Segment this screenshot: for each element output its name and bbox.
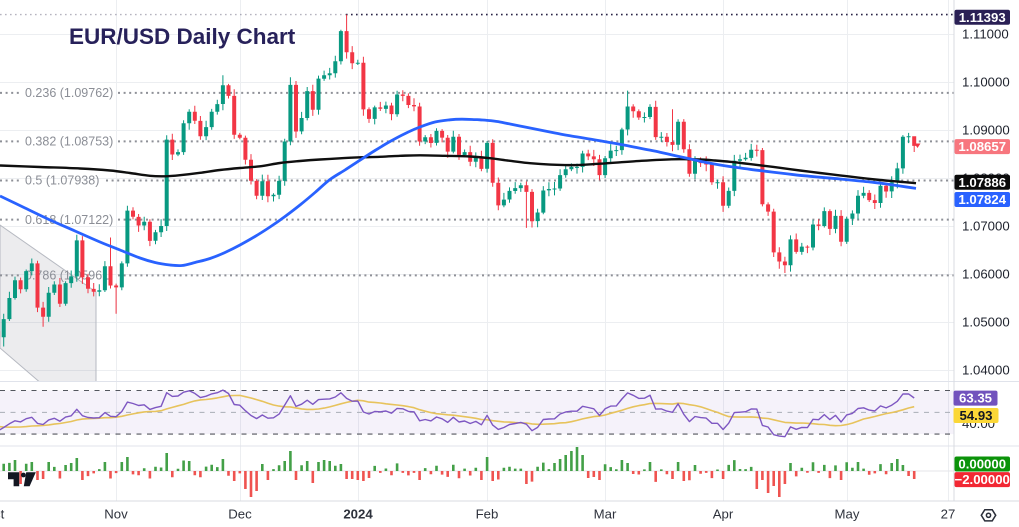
- svg-text:2024: 2024: [343, 507, 373, 522]
- svg-text:1.08657: 1.08657: [958, 139, 1006, 154]
- svg-text:1.11393: 1.11393: [959, 10, 1006, 25]
- svg-text:1.07824: 1.07824: [958, 192, 1006, 207]
- svg-text:1.07886: 1.07886: [958, 175, 1006, 190]
- svg-text:1.05000: 1.05000: [962, 314, 1010, 329]
- svg-text:0.00000: 0.00000: [958, 457, 1006, 472]
- svg-text:Dec: Dec: [228, 507, 252, 522]
- svg-text:Apr: Apr: [713, 507, 734, 522]
- svg-text:0.618 (1.07122): 0.618 (1.07122): [25, 213, 113, 227]
- svg-text:Feb: Feb: [476, 507, 499, 522]
- svg-text:63.35: 63.35: [959, 391, 992, 406]
- svg-text:0.5 (1.07938): 0.5 (1.07938): [25, 174, 99, 188]
- svg-text:1.06000: 1.06000: [962, 266, 1010, 281]
- svg-text:27: 27: [941, 507, 956, 522]
- svg-text:Oct: Oct: [0, 507, 5, 522]
- svg-text:1.09000: 1.09000: [962, 122, 1010, 137]
- svg-text:1.04000: 1.04000: [962, 362, 1010, 377]
- svg-text:54.93: 54.93: [959, 408, 992, 423]
- svg-text:May: May: [835, 507, 860, 522]
- svg-text:0.382 (1.08753): 0.382 (1.08753): [25, 135, 113, 149]
- svg-text:1.11000: 1.11000: [962, 26, 1009, 41]
- svg-text:EUR/USD Daily Chart: EUR/USD Daily Chart: [69, 24, 296, 49]
- svg-text:−2.00000: −2.00000: [955, 472, 1010, 487]
- svg-text:0.236 (1.09762): 0.236 (1.09762): [25, 86, 113, 100]
- svg-text:0.786 (1.05961): 0.786 (1.05961): [25, 269, 113, 283]
- svg-text:1.07000: 1.07000: [962, 218, 1010, 233]
- svg-text:Nov: Nov: [104, 507, 128, 522]
- svg-text:Mar: Mar: [594, 507, 617, 522]
- svg-text:1.10000: 1.10000: [962, 74, 1010, 89]
